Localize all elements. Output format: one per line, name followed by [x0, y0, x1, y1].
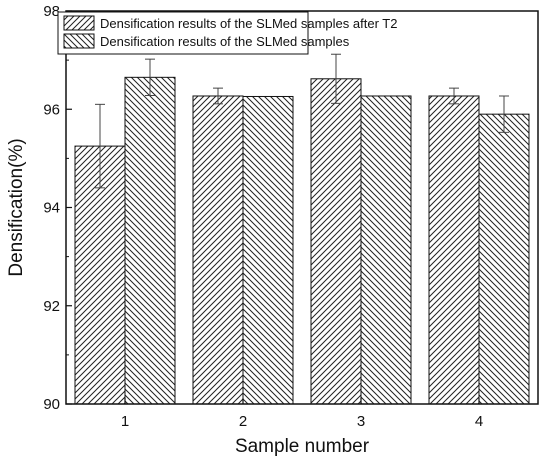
y-tick-label-98: 98 [43, 3, 60, 20]
bar-series2-sample-3 [360, 95, 412, 405]
x-axis-ticks: 1 2 3 4 [121, 398, 483, 430]
legend-label-slmed: Densification results of the SLMed sampl… [100, 34, 350, 49]
bar-series2-sample-1 [124, 76, 176, 405]
error-bar-series1-sample-3 [331, 53, 341, 104]
x-axis-label: Sample number [235, 436, 370, 457]
bars-layer [74, 76, 530, 405]
bar-series1-sample-4 [428, 95, 480, 405]
error-bar-series2-sample-1 [145, 58, 155, 96]
bar-series1-sample-1 [74, 145, 126, 405]
error-bar-series2-sample-4 [499, 95, 509, 133]
bar-series2-sample-2 [242, 95, 294, 405]
legend-box [57, 11, 309, 55]
y-tick-label-92: 92 [43, 298, 60, 315]
error-bars-layer [95, 53, 509, 189]
x-tick-label-2: 2 [239, 413, 247, 430]
legend-swatch-after-t2 [63, 15, 95, 31]
error-bar-series1-sample-4 [449, 87, 459, 105]
error-bar-series1-sample-1 [95, 103, 105, 189]
error-bar-series1-sample-2 [213, 87, 223, 105]
legend-label-after-t2: Densification results of the SLMed sampl… [100, 16, 397, 31]
y-tick-label-96: 96 [43, 101, 60, 118]
x-tick-label-4: 4 [475, 413, 483, 430]
y-axis-ticks: 90 92 94 96 98 [43, 3, 72, 413]
legend: Densification results of the SLMed sampl… [57, 11, 397, 55]
y-tick-label-94: 94 [43, 200, 60, 217]
x-tick-label-1: 1 [121, 413, 129, 430]
bar-series1-sample-3 [310, 78, 362, 405]
y-tick-label-90: 90 [43, 396, 60, 413]
y-axis-label: Densification(%) [6, 138, 27, 276]
legend-swatch-slmed [63, 33, 95, 49]
x-tick-label-3: 3 [357, 413, 365, 430]
bar-series1-sample-2 [192, 95, 244, 405]
bar-series2-sample-4 [478, 113, 530, 405]
